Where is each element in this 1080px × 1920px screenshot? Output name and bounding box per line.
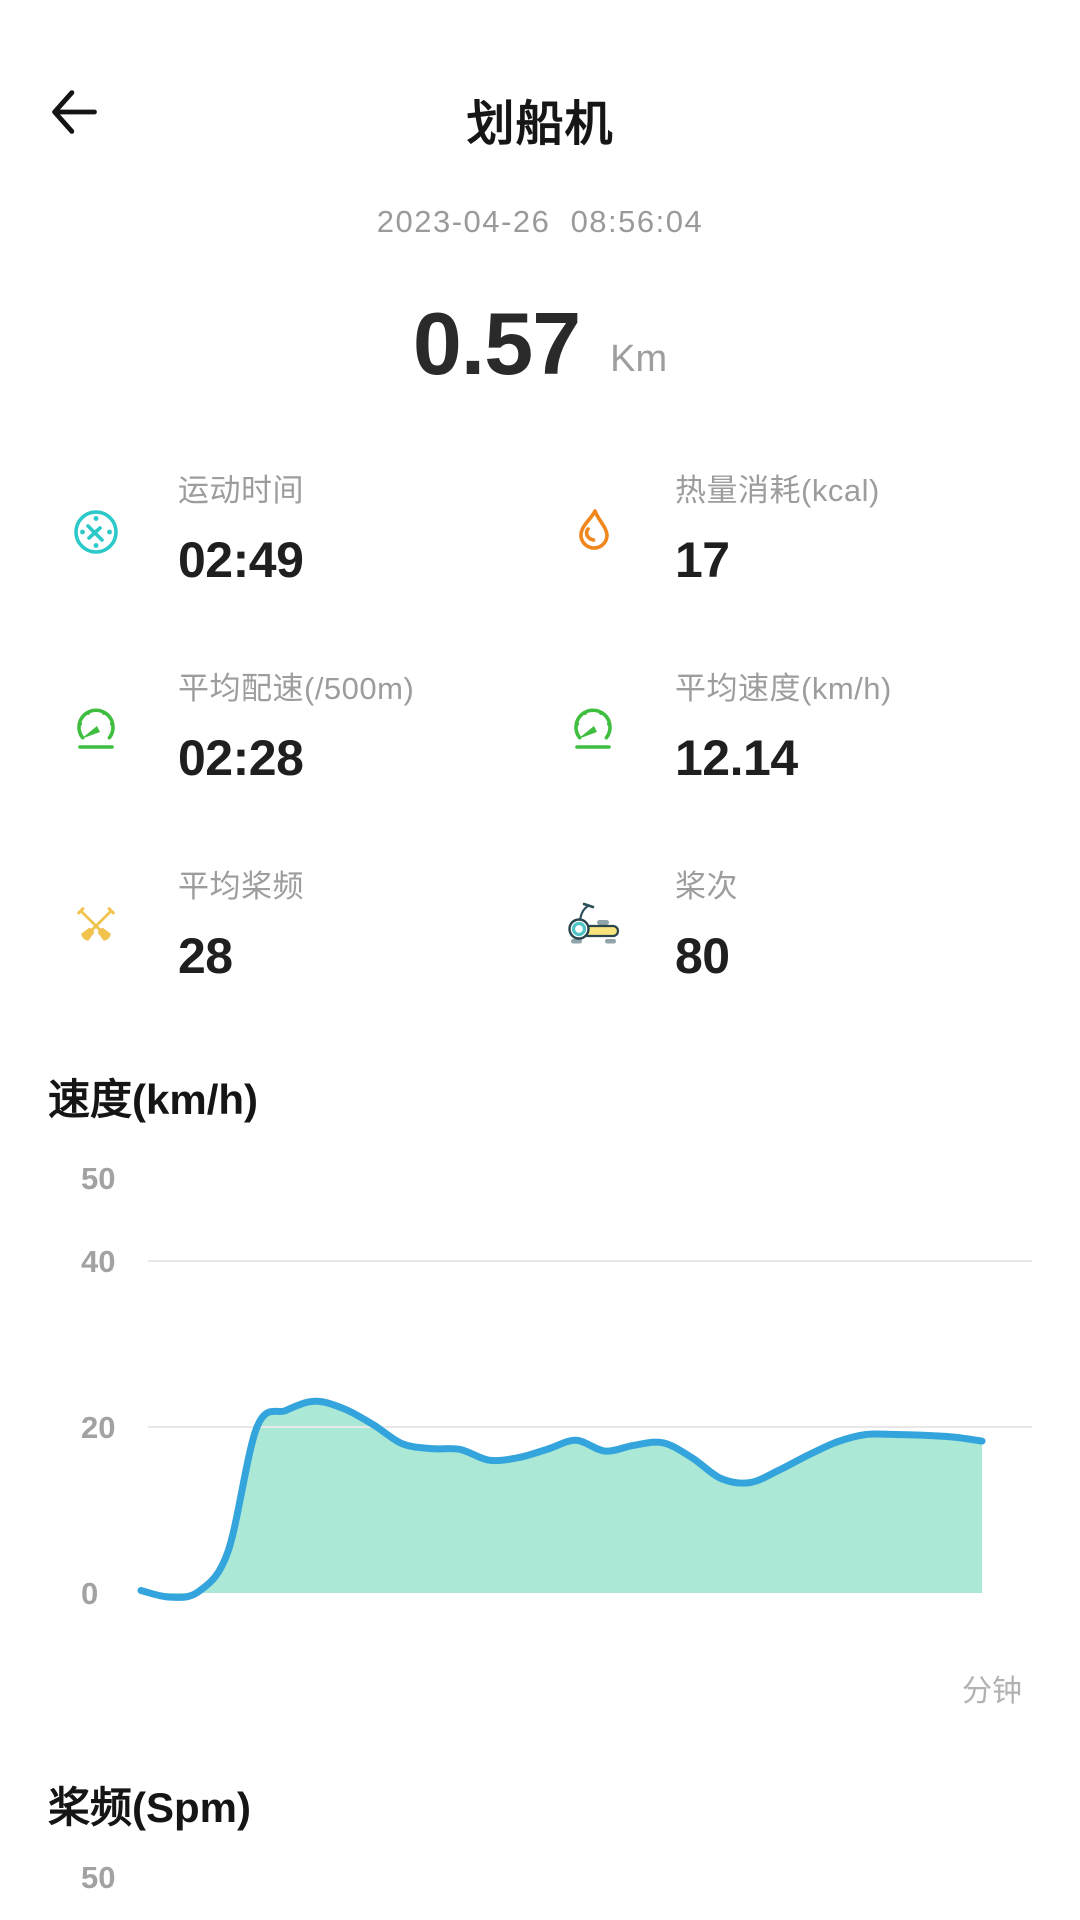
speed-ytick-20: 20	[81, 1410, 115, 1445]
speed-gauge-icon	[565, 700, 621, 756]
stat-value: 17	[675, 532, 730, 589]
speed-ytick-50: 50	[81, 1161, 115, 1196]
distance-value: 0.57	[412, 294, 581, 393]
session-datetime: 2023-04-26 08:56:04	[376, 204, 704, 239]
speed-ytick-40: 40	[81, 1244, 115, 1279]
speed-chart-x-unit-label: 分钟	[962, 1675, 1022, 1708]
stat-stroke-count: 桨次 80	[565, 868, 738, 981]
stat-value: 28	[178, 928, 233, 985]
stat-avg-speed: 平均速度(km/h) 12.14	[565, 670, 892, 783]
stat-label: 平均配速(/500m)	[178, 671, 415, 706]
speed-chart-svg: 50 40 20 0	[81, 1161, 1032, 1611]
stat-label: 桨次	[675, 869, 738, 904]
speed-chart-title: 速度(km/h)	[48, 1076, 259, 1123]
speed-area-fill	[141, 1401, 982, 1598]
stat-calories: 热量消耗(kcal) 17	[565, 472, 880, 585]
stat-duration: 运动时间 02:49	[68, 472, 304, 585]
stat-value: 02:49	[178, 532, 304, 589]
flame-icon	[565, 502, 621, 558]
speed-line	[137, 1397, 986, 1601]
stat-avg-stroke-rate: 平均桨频 28	[68, 868, 304, 981]
stat-avg-pace: 平均配速(/500m) 02:28	[68, 670, 414, 783]
oars-icon	[68, 898, 124, 954]
stroke-chart-title: 桨频(Spm)	[48, 1784, 251, 1831]
stat-label: 平均桨频	[178, 869, 304, 904]
stat-value: 02:28	[178, 730, 304, 787]
rowing-machine-icon	[565, 898, 621, 954]
pace-gauge-icon	[68, 700, 124, 756]
stat-label: 热量消耗(kcal)	[675, 473, 880, 508]
arrow-left-icon	[52, 90, 97, 134]
total-distance: 0.57 Km	[0, 300, 1080, 388]
timer-icon	[68, 502, 124, 558]
speed-ytick-0: 0	[81, 1576, 98, 1611]
distance-unit: Km	[610, 338, 668, 380]
stat-value: 12.14	[675, 730, 798, 787]
stat-label: 平均速度(km/h)	[675, 671, 892, 706]
stroke-chart-ytick-50: 50	[81, 1860, 116, 1895]
back-button[interactable]	[46, 84, 102, 140]
stat-value: 80	[675, 928, 730, 985]
stat-label: 运动时间	[178, 473, 304, 508]
stats-grid: 运动时间 02:49 热量消耗(kcal) 17	[68, 472, 1012, 1066]
page-title: 划船机	[466, 98, 614, 151]
